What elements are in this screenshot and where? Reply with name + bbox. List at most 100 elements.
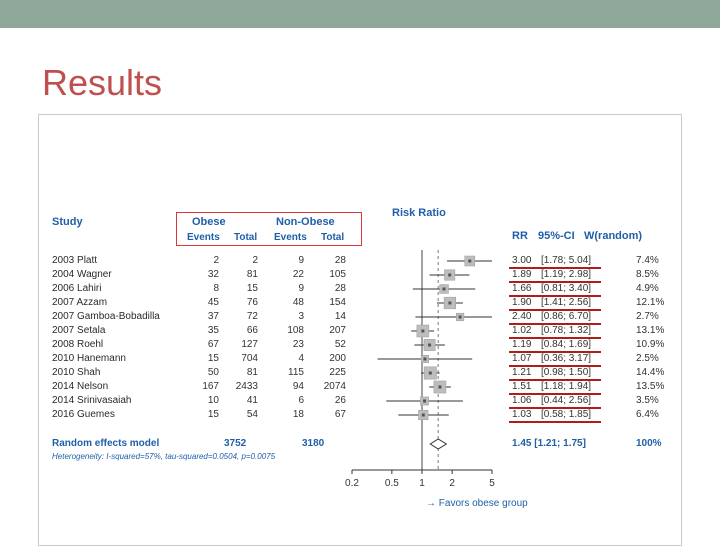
row-ot: 127 [241,339,258,350]
row-ci: [0.78; 1.32] [541,325,592,336]
row-study: 2008 Roehl [52,339,104,350]
slide-top-bar [0,0,720,28]
row-w: 14.4% [636,367,665,378]
row-nt: 52 [334,339,346,350]
rr-ci-underline [509,267,601,269]
row-rr: 1.66 [512,283,532,294]
row-ne: 3 [298,311,304,322]
row-nt: 207 [329,325,346,336]
row-oe: 50 [207,367,219,378]
obese-events-header: Events [187,232,220,243]
row-oe: 37 [207,311,219,322]
row-w: 7.4% [636,255,659,266]
row-ne: 9 [298,283,304,294]
summary-rr-ci: 1.45 [1.21; 1.75] [512,438,586,449]
row-study: 2004 Wagner [52,269,112,280]
row-nt: 14 [334,311,346,322]
row-ot: 72 [246,311,258,322]
row-rr: 1.07 [512,353,532,364]
row-study: 2014 Nelson [52,381,109,392]
row-study: 2007 Azzam [52,297,108,308]
rr-ci-underline [509,295,601,297]
row-nt: 105 [329,269,346,280]
row-ne: 4 [298,353,304,364]
nonobese-total-header: Total [321,232,345,243]
row-ne: 9 [298,255,304,266]
row-w: 10.9% [636,339,665,350]
row-rr: 3.00 [512,255,532,266]
slide-title: Results [42,62,163,103]
row-ci: [0.86; 6.70] [541,311,592,322]
rr-ci-underline [509,337,601,339]
summary-weight: 100% [636,438,662,449]
rr-ci-underline [509,309,601,311]
row-nt: 2074 [323,381,346,392]
obese-nonobese-highlight-box [176,212,362,246]
row-oe: 10 [207,395,219,406]
row-study: 2010 Shah [52,367,101,378]
row-rr: 1.89 [512,269,532,280]
row-ci: [0.58; 1.85] [541,409,592,420]
row-ci: [1.41; 2.56] [541,297,592,308]
row-ne: 108 [287,325,304,336]
row-oe: 15 [207,353,219,364]
risk-ratio-header: Risk Ratio [392,207,446,219]
rr-ci-underline [509,365,601,367]
study-header: Study [52,216,83,228]
row-ci: [0.84; 1.69] [541,339,592,350]
row-ot: 54 [246,409,258,420]
row-rr: 1.51 [512,381,532,392]
row-ne: 18 [292,409,304,420]
row-oe: 2 [213,255,219,266]
row-w: 13.1% [636,325,665,336]
obese-header: Obese [192,216,226,228]
row-w: 13.5% [636,381,665,392]
ci-header: 95%-CI [538,230,575,242]
row-w: 4.9% [636,283,659,294]
row-oe: 8 [213,283,219,294]
row-nt: 225 [329,367,346,378]
row-ne: 23 [292,339,304,350]
obese-total-header: Total [234,232,258,243]
row-w: 3.5% [636,395,659,406]
row-study: 2003 Platt [52,255,98,266]
row-w: 2.5% [636,353,659,364]
row-nt: 28 [334,255,346,266]
row-oe: 45 [207,297,219,308]
row-rr: 1.21 [512,367,532,378]
row-oe: 32 [207,269,219,280]
row-study: 2007 Gamboa-Bobadilla [52,311,160,322]
row-rr: 1.02 [512,325,532,336]
row-ot: 41 [246,395,258,406]
row-rr: 1.19 [512,339,532,350]
row-oe: 35 [207,325,219,336]
row-ne: 94 [292,381,304,392]
rr-ci-underline [509,379,601,381]
row-w: 6.4% [636,409,659,420]
w-header: W(random) [584,230,643,242]
row-ot: 2 [252,255,258,266]
nonobese-header: Non-Obese [276,216,335,228]
row-ci: [1.19; 2.98] [541,269,592,280]
row-study: 2006 Lahiri [52,283,102,294]
row-nt: 26 [334,395,346,406]
row-nt: 200 [329,353,346,364]
row-rr: 1.03 [512,409,532,420]
row-ci: [1.78; 5.04] [541,255,592,266]
row-ci: [0.81; 3.40] [541,283,592,294]
rr-ci-underline [509,407,601,409]
rr-header: RR [512,230,528,242]
rr-ci-underline [509,281,601,283]
summary-nonobese-total: 3180 [302,438,325,449]
row-ci: [0.44; 2.56] [541,395,592,406]
rr-ci-underline [509,323,601,325]
row-oe: 67 [207,339,219,350]
row-rr: 1.90 [512,297,532,308]
row-w: 2.7% [636,311,659,322]
row-ci: [1.18; 1.94] [541,381,592,392]
forest-plot-figure [38,114,682,546]
heterogeneity-note: Heterogeneity: I-squared=57%, tau-square… [52,452,276,461]
row-study: 2007 Setala [52,325,106,336]
summary-obese-total: 3752 [224,438,247,449]
row-ot: 2433 [235,381,258,392]
